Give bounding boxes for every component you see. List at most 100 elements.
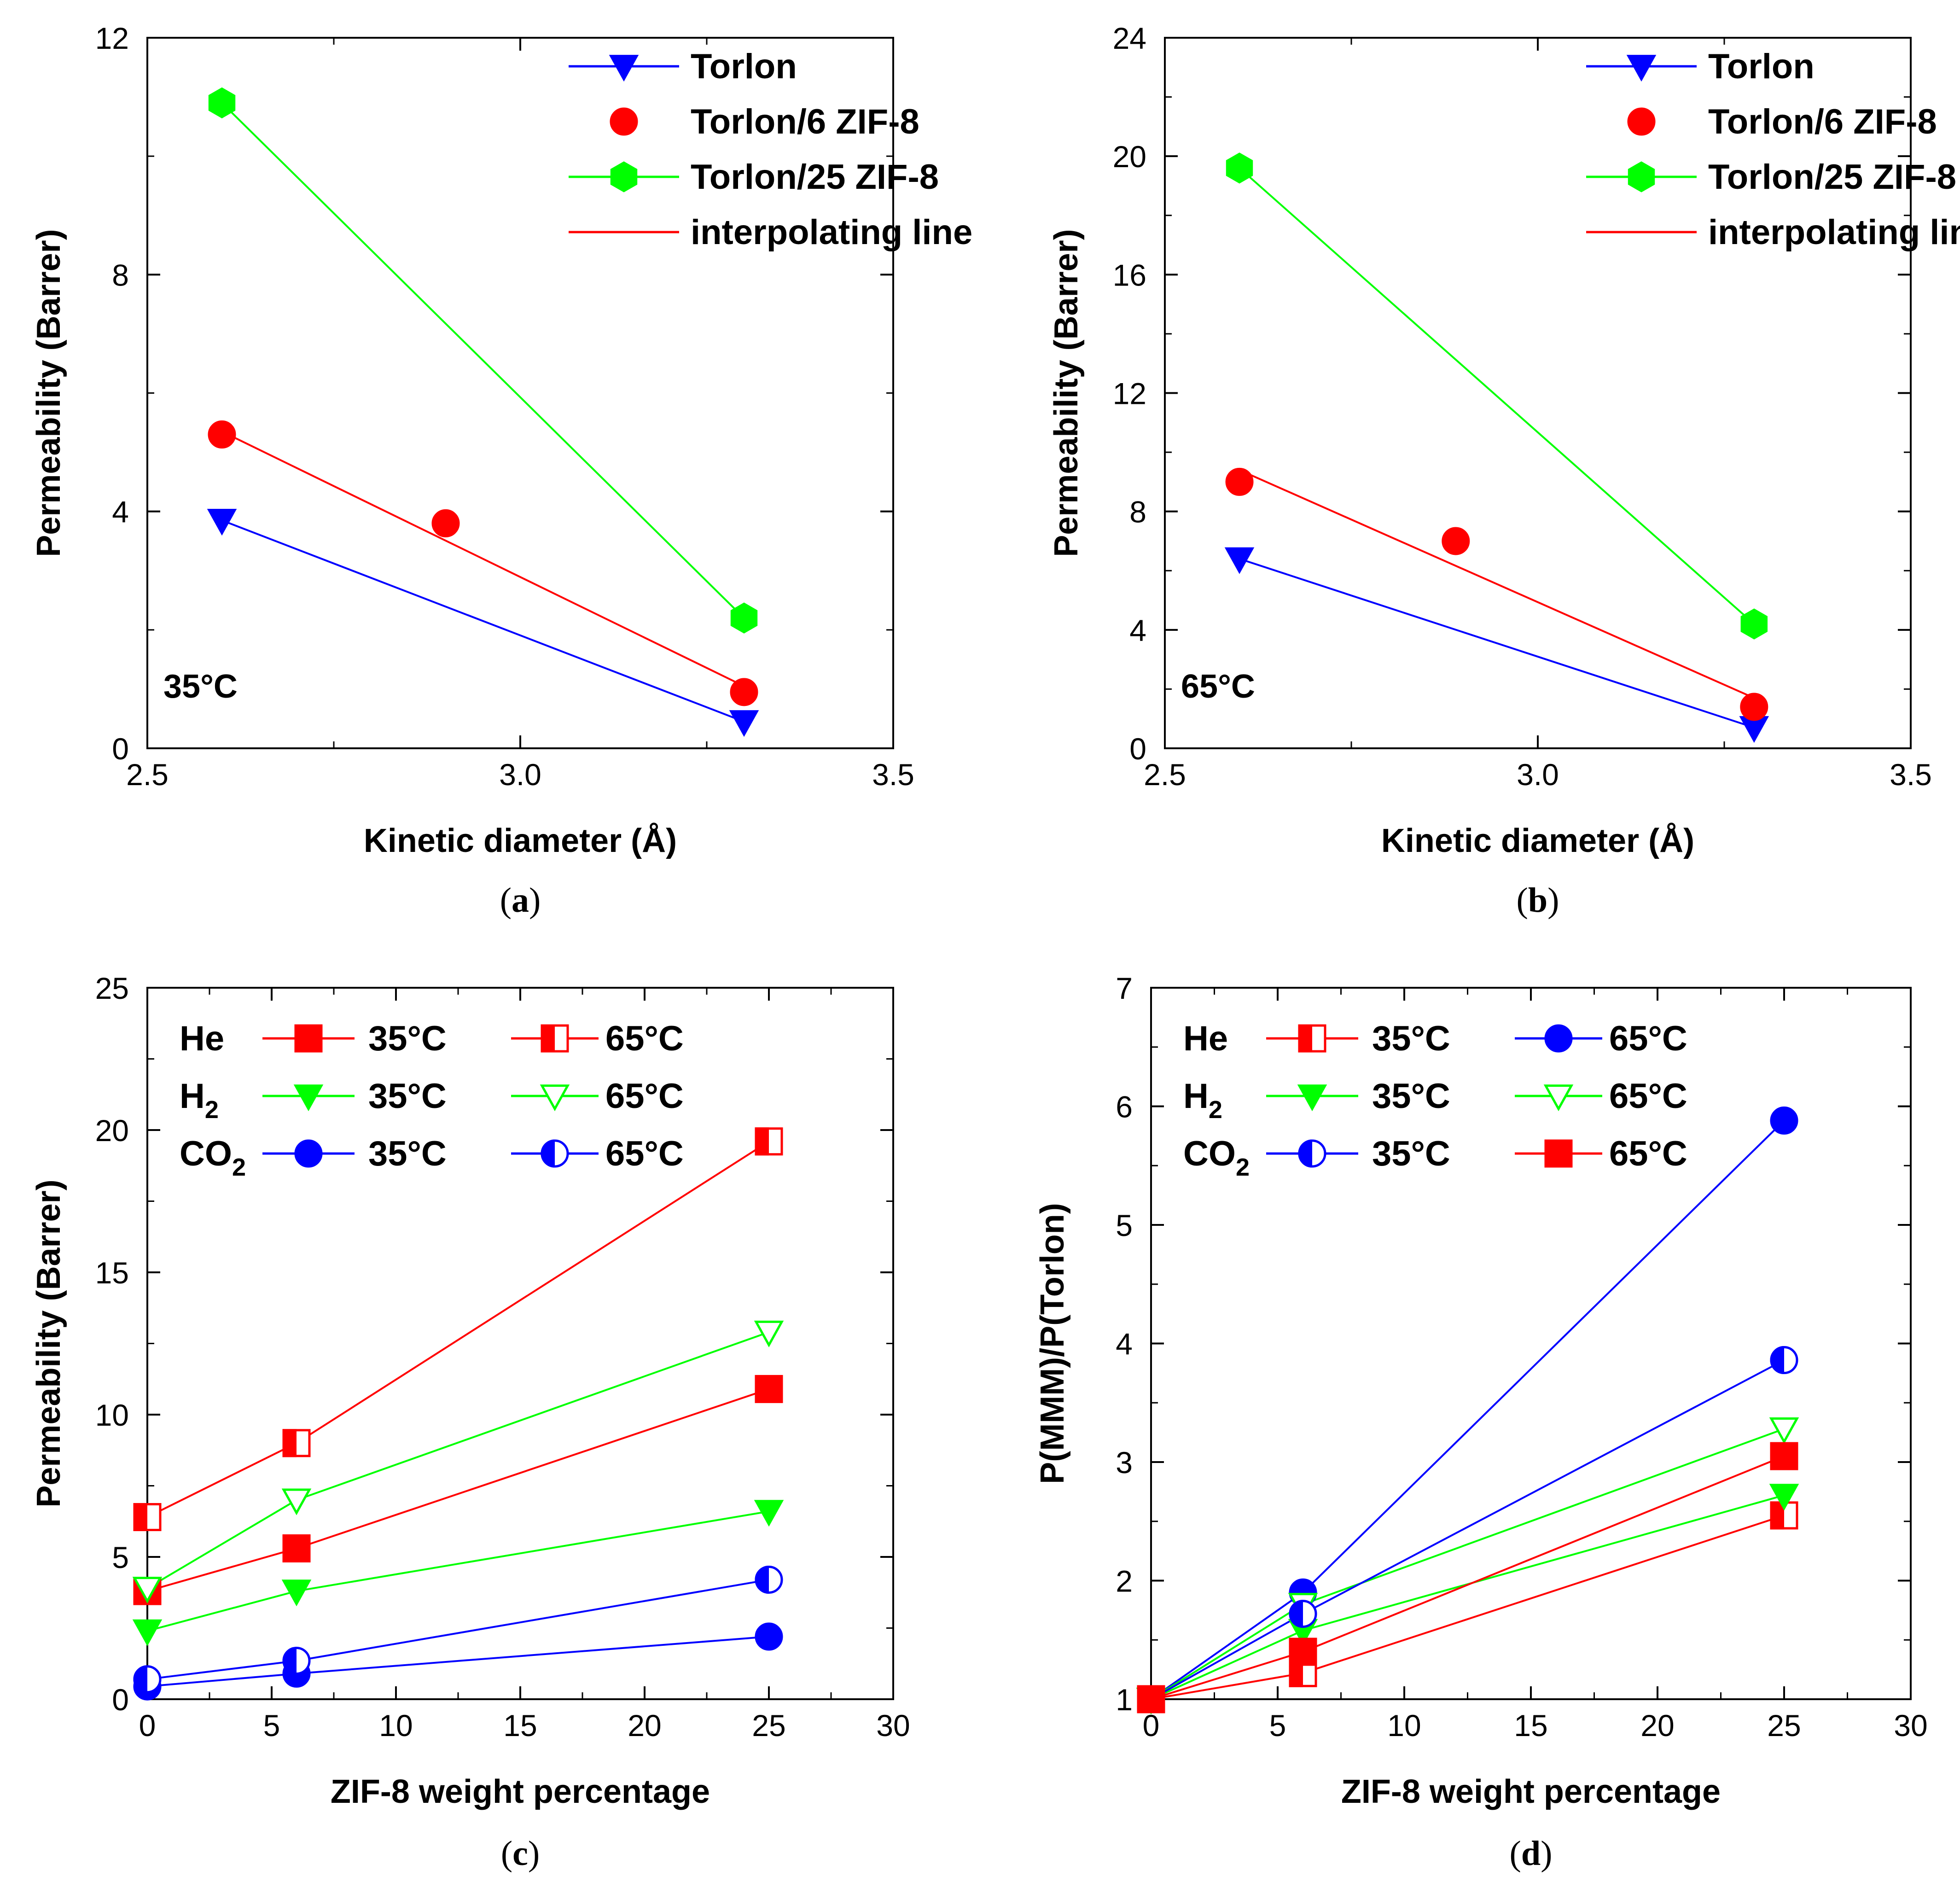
- panel-label-close: ): [1547, 881, 1559, 920]
- series-line: [147, 1388, 769, 1592]
- chart-panel-a: 2.5 3.0 3.5 0 4 8 12 Kinetic diameter (Å) Permea…: [30, 21, 972, 920]
- data-point: [208, 87, 236, 119]
- y-tick-label: 6: [1116, 1090, 1133, 1124]
- legend-gas: CO: [180, 1134, 232, 1173]
- plot-frame: [146, 37, 894, 749]
- legend-gas-label: CO2: [180, 1134, 246, 1181]
- y-tick-label: 7: [1116, 971, 1133, 1005]
- y-tick-label: 16: [1113, 258, 1146, 292]
- legend-marker-half: [1298, 1024, 1312, 1053]
- x-tick-label: 15: [1514, 1708, 1547, 1742]
- legend-gas-subscript: 2: [205, 1096, 219, 1124]
- y-tick-label: 0: [112, 1683, 129, 1717]
- x-axis-title: Kinetic diameter (Å): [364, 822, 677, 859]
- series-line: [221, 431, 744, 687]
- legend-marker: [610, 107, 638, 136]
- y-tick-label: 24: [1113, 21, 1146, 55]
- series-line: [1239, 558, 1755, 728]
- panel-label-open: (: [1517, 881, 1528, 920]
- y-axis-title: Permeability (Barrer): [1048, 229, 1085, 557]
- series-line: [221, 102, 745, 619]
- legend-marker: [294, 1024, 323, 1053]
- temperature-annotation: 35°C: [163, 668, 238, 705]
- legend-gas: He: [1183, 1019, 1228, 1058]
- legend-marker: [1627, 107, 1656, 136]
- y-tick-label: 1: [1116, 1683, 1133, 1717]
- data-point: [1442, 527, 1470, 555]
- series-line: [1151, 1455, 1785, 1700]
- x-tick-label: 3.0: [1517, 758, 1559, 792]
- x-tick-label: 0: [139, 1708, 156, 1742]
- series-markers: [1137, 1501, 1798, 1713]
- y-tick-label: 25: [95, 971, 129, 1005]
- series-markers: [208, 87, 758, 634]
- data-point: [1740, 608, 1768, 640]
- legend-gas-label: H2: [1183, 1077, 1222, 1124]
- series-line: [146, 1331, 769, 1589]
- series-markers: [132, 1320, 784, 1604]
- panel-label: (d): [1510, 1834, 1553, 1873]
- data-point-half: [1289, 1600, 1303, 1628]
- series-markers: [1225, 467, 1768, 721]
- x-tick-label: 3.5: [872, 758, 914, 792]
- legend-marker: [293, 1084, 324, 1112]
- legend-marker: [1544, 1024, 1573, 1053]
- data-point: [729, 710, 759, 737]
- series-line: [1150, 1428, 1785, 1700]
- data-point: [754, 1500, 784, 1527]
- legend-label: Torlon: [1708, 47, 1815, 86]
- series-markers: [133, 1375, 783, 1605]
- legend-gas-subscript: 2: [232, 1154, 246, 1181]
- plot-frame: [146, 987, 894, 1700]
- legend-label: 35°C: [368, 1019, 447, 1058]
- x-tick-label: 15: [503, 1708, 537, 1742]
- data-point-half: [755, 1127, 769, 1156]
- series-line: [147, 1141, 770, 1518]
- legend-label: 35°C: [368, 1134, 447, 1173]
- series-line: [221, 519, 744, 723]
- y-tick-label: 4: [1129, 613, 1146, 647]
- y-tick-label: 5: [1116, 1208, 1133, 1242]
- data-point: [281, 1579, 312, 1607]
- plot-frame: [1150, 987, 1912, 1700]
- legend-label: 65°C: [1609, 1019, 1687, 1058]
- x-axis-title: ZIF-8 weight percentage: [1341, 1773, 1721, 1810]
- panel-label: (a): [500, 881, 541, 920]
- legend-label: 35°C: [368, 1077, 447, 1116]
- legend-label: interpolating line: [691, 213, 972, 252]
- x-axis-title: Kinetic diameter (Å): [1381, 822, 1694, 859]
- series-line: [1151, 1514, 1785, 1700]
- legend-gas: CO: [1183, 1134, 1236, 1173]
- series-markers: [1137, 1106, 1798, 1713]
- legend-marker: [1297, 1084, 1327, 1112]
- chart-panel-c: 0 5 10 15 20 25 30 0 5 10 15 20 25 ZIF-8 weight perce…: [30, 971, 910, 1873]
- data-point: [1289, 1638, 1317, 1666]
- legend-gas: He: [180, 1019, 224, 1058]
- series-line: [147, 1636, 769, 1688]
- data-point: [1226, 152, 1253, 184]
- legend-gas-subscript: 2: [1236, 1154, 1250, 1181]
- legend-label: 65°C: [605, 1019, 684, 1058]
- data-point: [1770, 1106, 1798, 1135]
- panel-label-letter: c: [512, 1834, 528, 1873]
- panel-label-open: (: [501, 1834, 512, 1873]
- legend: Torlon Torlon/6 ZIF-8 Torlon/25 ZIF-8 inter…: [569, 47, 972, 252]
- legend-label: 65°C: [605, 1134, 684, 1173]
- data-point: [282, 1534, 311, 1562]
- legend-label: Torlon/25 ZIF-8: [691, 157, 939, 197]
- legend-gas-label: He: [1183, 1019, 1228, 1058]
- legend-label: Torlon/6 ZIF-8: [691, 102, 919, 141]
- x-tick-label: 3.0: [499, 758, 541, 792]
- data-point-half: [282, 1429, 297, 1457]
- y-tick-label: 4: [112, 495, 129, 529]
- x-tick-label: 25: [752, 1708, 785, 1742]
- data-point-half: [755, 1565, 769, 1594]
- y-tick-label: 3: [1116, 1445, 1133, 1480]
- legend-label: Torlon/25 ZIF-8: [1708, 157, 1956, 197]
- panel-label-close: ): [529, 881, 541, 920]
- legend-label: Torlon/6 ZIF-8: [1708, 102, 1937, 141]
- data-point: [1225, 467, 1254, 496]
- legend-gas: H: [180, 1077, 205, 1116]
